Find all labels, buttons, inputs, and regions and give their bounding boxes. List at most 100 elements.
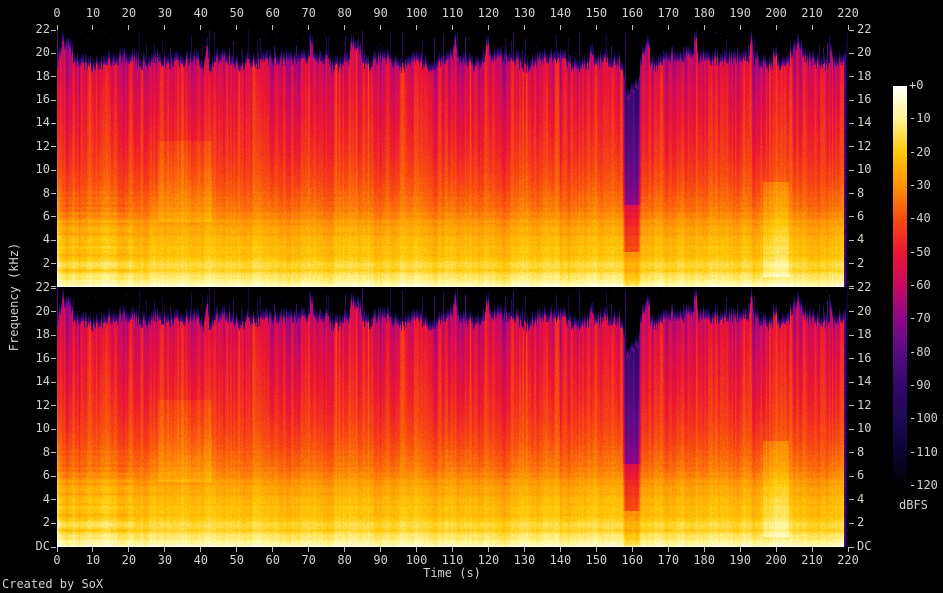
- frequency-tick-mark-right: [849, 263, 854, 265]
- frequency-tick-mark-left: [51, 122, 56, 124]
- frequency-tick-label-left: 20: [35, 303, 50, 318]
- time-tick-label-bottom: 140: [549, 553, 572, 567]
- time-tick-mark-top: [236, 25, 238, 30]
- time-tick-mark-top: [308, 25, 310, 30]
- frequency-tick-mark-right: [849, 358, 854, 360]
- legend-tick-label: -90: [909, 378, 931, 392]
- time-tick-label-top: 200: [765, 6, 787, 20]
- legend-tick-label: -60: [909, 278, 931, 292]
- time-tick-mark-top: [164, 25, 166, 30]
- time-tick-label-top: 20: [121, 6, 137, 20]
- time-tick-label-top: 220: [837, 6, 859, 20]
- frequency-tick-label-right: 18: [857, 68, 872, 83]
- time-tick-label-bottom: 180: [693, 553, 716, 567]
- frequency-tick-label-left: 10: [35, 162, 50, 177]
- time-tick-label-top: 100: [405, 6, 428, 20]
- frequency-tick-mark-right: [849, 405, 854, 407]
- time-tick-mark-top: [631, 25, 633, 30]
- frequency-tick-mark-left: [51, 263, 56, 265]
- frequency-tick-mark-left: [51, 287, 56, 289]
- time-tick-mark-bottom: [667, 547, 669, 552]
- time-tick-mark-top: [128, 25, 130, 30]
- time-tick-label-bottom: 90: [373, 553, 388, 567]
- frequency-tick-label-left: 22: [35, 22, 50, 36]
- frequency-tick-label-left: 10: [35, 421, 50, 436]
- time-tick-label-bottom: 60: [265, 553, 280, 567]
- time-tick-label-top: 180: [693, 6, 716, 20]
- time-tick-label-bottom: 80: [337, 553, 352, 567]
- frequency-tick-mark-left: [51, 546, 56, 548]
- frequency-tick-label-right: 4: [857, 232, 865, 247]
- time-tick-label-top: 130: [513, 6, 536, 20]
- legend-tick-label: -30: [909, 178, 931, 192]
- time-tick-mark-bottom: [775, 547, 777, 552]
- frequency-tick-mark-right: [849, 381, 854, 383]
- frequency-tick-label-left: 14: [35, 374, 50, 389]
- spectrogram-canvas-channel-2: [57, 288, 848, 547]
- time-tick-label-top: 60: [265, 6, 280, 20]
- frequency-tick-label-left: 4: [42, 491, 50, 506]
- legend-tick-label: -10: [909, 111, 931, 126]
- time-tick-label-bottom: 170: [657, 553, 680, 567]
- time-tick-label-bottom: 70: [301, 553, 316, 567]
- time-tick-label-top: 80: [337, 6, 352, 20]
- frequency-tick-mark-left: [51, 146, 56, 148]
- time-tick-mark-top: [344, 25, 346, 30]
- frequency-tick-label-right: 10: [857, 421, 872, 436]
- time-tick-mark-top: [739, 25, 741, 30]
- frequency-tick-mark-right: [849, 122, 854, 124]
- frequency-tick-label-right: 2: [857, 515, 865, 530]
- frequency-tick-label-left: 12: [35, 138, 50, 153]
- time-tick-label-bottom: 160: [621, 553, 644, 567]
- time-tick-mark-bottom: [128, 547, 130, 552]
- frequency-tick-mark-right: [849, 499, 854, 501]
- legend-tick-label: -50: [909, 244, 931, 259]
- credit-text: Created by SoX: [2, 577, 104, 591]
- time-tick-mark-bottom: [452, 547, 453, 552]
- frequency-tick-mark-left: [51, 381, 56, 383]
- time-tick-label-bottom: 200: [765, 553, 787, 567]
- frequency-tick-label-right: 2: [857, 255, 865, 270]
- time-tick-label-top: 160: [621, 6, 644, 20]
- time-tick-label-top: 170: [657, 6, 680, 20]
- frequency-tick-mark-right: [849, 452, 854, 454]
- time-tick-mark-top: [380, 25, 382, 30]
- frequency-tick-mark-right: [849, 334, 854, 336]
- frequency-tick-label-left: 16: [35, 350, 50, 365]
- time-tick-mark-bottom: [236, 547, 238, 552]
- time-axis-title: Time (s): [423, 566, 481, 580]
- frequency-tick-label-left: 8: [42, 444, 50, 459]
- time-tick-mark-bottom: [56, 547, 58, 552]
- frequency-tick-mark-right: [849, 29, 854, 31]
- frequency-tick-label-left: 20: [35, 45, 50, 60]
- time-tick-mark-bottom: [595, 547, 597, 552]
- frequency-tick-mark-left: [51, 239, 56, 241]
- legend-gradient-bar: [893, 86, 907, 486]
- frequency-tick-mark-left: [51, 452, 56, 454]
- frequency-tick-mark-right: [849, 146, 854, 148]
- time-tick-mark-bottom: [416, 547, 418, 552]
- legend-tick-label: -70: [909, 311, 931, 326]
- frequency-tick-label-right: 14: [857, 115, 872, 130]
- legend-tick-label: -100: [909, 411, 938, 426]
- frequency-tick-label-left: 2: [42, 515, 50, 530]
- time-tick-label-top: 40: [193, 6, 209, 20]
- frequency-tick-mark-left: [51, 428, 56, 430]
- frequency-tick-label-left: 6: [42, 468, 50, 483]
- frequency-tick-mark-right: [849, 193, 854, 195]
- time-tick-mark-top: [847, 25, 849, 30]
- time-tick-mark-bottom: [703, 547, 705, 552]
- time-tick-mark-top: [703, 25, 705, 30]
- frequency-tick-label-left: 22: [35, 280, 50, 294]
- frequency-tick-mark-left: [51, 334, 56, 336]
- frequency-tick-label-left: 18: [35, 68, 50, 83]
- frequency-tick-label-right: 14: [857, 374, 872, 389]
- legend-tick-label: -40: [909, 211, 931, 226]
- time-tick-label-top: 50: [229, 6, 244, 20]
- frequency-tick-label-right: 8: [857, 444, 865, 459]
- frequency-tick-label-right: DC: [857, 539, 872, 553]
- frequency-tick-label-right: 8: [857, 185, 865, 200]
- legend-tick-label: -80: [909, 344, 931, 359]
- frequency-tick-mark-left: [51, 475, 56, 477]
- time-tick-label-top: 120: [477, 6, 500, 20]
